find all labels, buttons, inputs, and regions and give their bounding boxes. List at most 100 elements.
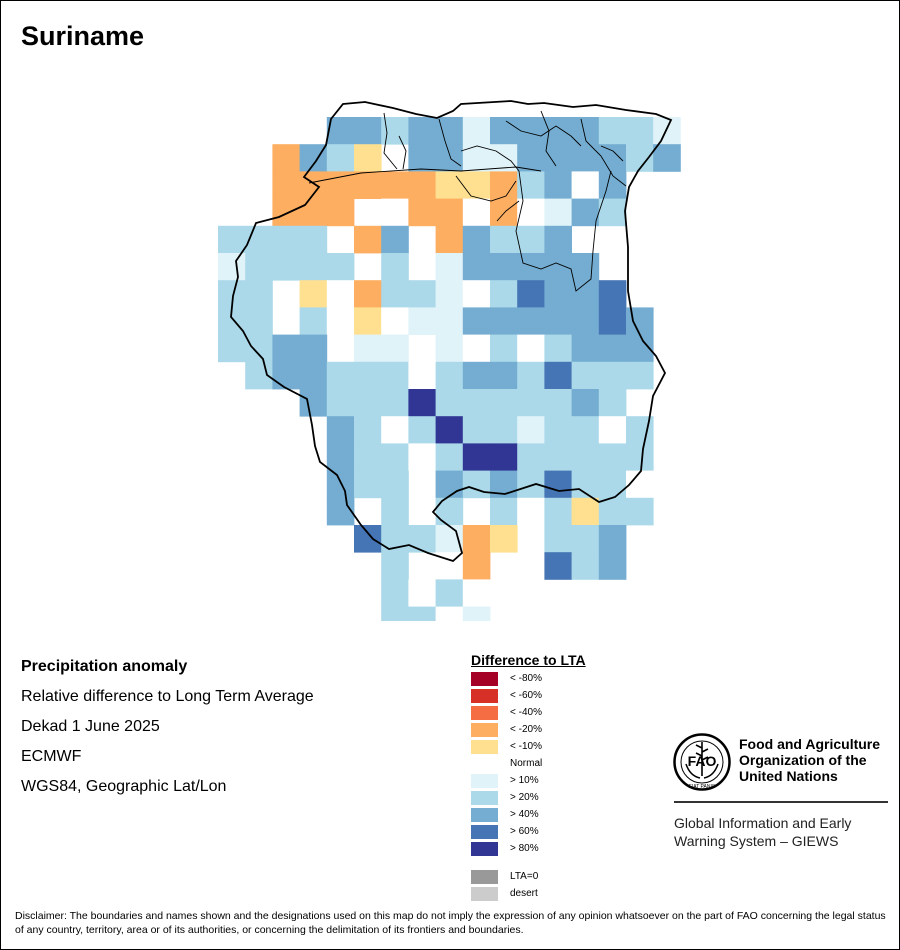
grid-cell [598,389,627,417]
grid-cell [598,497,627,526]
grid-cell [408,416,436,444]
grid-cell [571,389,600,417]
grid-cell [326,389,355,417]
grid-cell [653,144,681,172]
grid-cell [435,144,464,172]
grid-cell [381,470,409,499]
grid-cell [326,470,355,499]
grid-cell [408,307,436,335]
grid-cell [272,225,300,254]
grid-cell [544,416,572,444]
grid-cell [326,144,355,172]
grid-cell [490,334,518,363]
grid-cell [490,443,518,471]
precipitation-anomaly-map [218,100,681,621]
grid-cell [408,361,436,390]
grid-cell [517,198,545,227]
grid-cell [544,361,572,390]
grid-cell [571,525,600,553]
grid-cell [435,225,464,254]
grid-cell [381,225,409,254]
grid-cell [462,280,491,308]
legend-label: > 40% [510,809,539,820]
legend-label: > 60% [510,826,539,837]
grid-cell [544,334,572,363]
grid-cell [435,280,464,308]
grid-cell [490,253,518,281]
grid-cell [517,416,545,444]
grid-cell [354,416,382,444]
grid-cell [517,361,545,390]
grid-cell [326,416,355,444]
grid-cell [490,416,518,444]
grid-cell [272,253,300,281]
grid-cell [218,253,246,281]
grid-cell [462,443,491,471]
grid-cell [326,198,355,227]
grid-cell [517,225,545,254]
grid-cell [598,280,627,308]
grid-cell [462,525,491,553]
grid-cell [354,225,382,254]
legend-label: > 80% [510,843,539,854]
legend-swatch [471,791,498,805]
grid-cell [490,361,518,390]
grid-cell [544,280,572,308]
grid-cell [408,117,436,145]
grid-cell [571,497,600,526]
grid-cell [299,253,328,281]
grid-cell [544,389,572,417]
grid-cell [435,253,464,281]
grid-cell [435,470,464,499]
grid-cell [517,389,545,417]
legend-swatch [471,757,498,771]
grid-cell [408,389,436,417]
grid-cell [218,334,246,363]
product-period: Dekad 1 June 2025 [21,718,160,735]
grid-cell [381,497,409,526]
product-name: Precipitation anomaly [21,658,188,675]
grid-cell [571,334,600,363]
grid-cell [381,198,409,227]
grid-cell [517,144,545,172]
grid-cell [462,225,491,254]
grid-cell [598,198,627,227]
grid-cell [490,280,518,308]
legend-swatch [471,689,498,703]
grid-cell [626,361,654,390]
grid-cell [435,579,464,607]
grid-cell [571,198,600,227]
grid-cell [462,334,491,363]
grid-cell [544,525,572,553]
grid-cell [435,416,464,444]
map-title: Suriname [21,21,145,51]
grid-cell [571,416,600,444]
grid-cell [598,525,627,553]
grid-cell [435,606,464,621]
grid-cell [462,389,491,417]
grid-cell [544,225,572,254]
grid-cell [272,144,300,172]
grid-cell [626,443,654,471]
fao-logo-icon: FAO FIAT PANIS [673,733,731,791]
grid-cell [462,579,491,607]
grid-cell [408,443,436,471]
grid-cell [272,361,300,390]
grid-cell [354,144,382,172]
grid-cell [517,497,545,526]
grid-cell [326,497,355,526]
legend-label: < -40% [510,707,542,718]
grid-cell [435,443,464,471]
grid-cell [462,361,491,390]
grid-cell [408,280,436,308]
grid-cell [490,525,518,553]
fao-name-line: United Nations [739,768,838,784]
legend-swatch [471,842,498,856]
grid-cell [544,443,572,471]
grid-cell [408,579,436,607]
fao-logo-motto: FIAT PANIS [689,784,716,790]
grid-cell [272,171,300,199]
grid-cell [381,171,409,199]
grid-cell [381,389,409,417]
grid-cell [299,225,328,254]
